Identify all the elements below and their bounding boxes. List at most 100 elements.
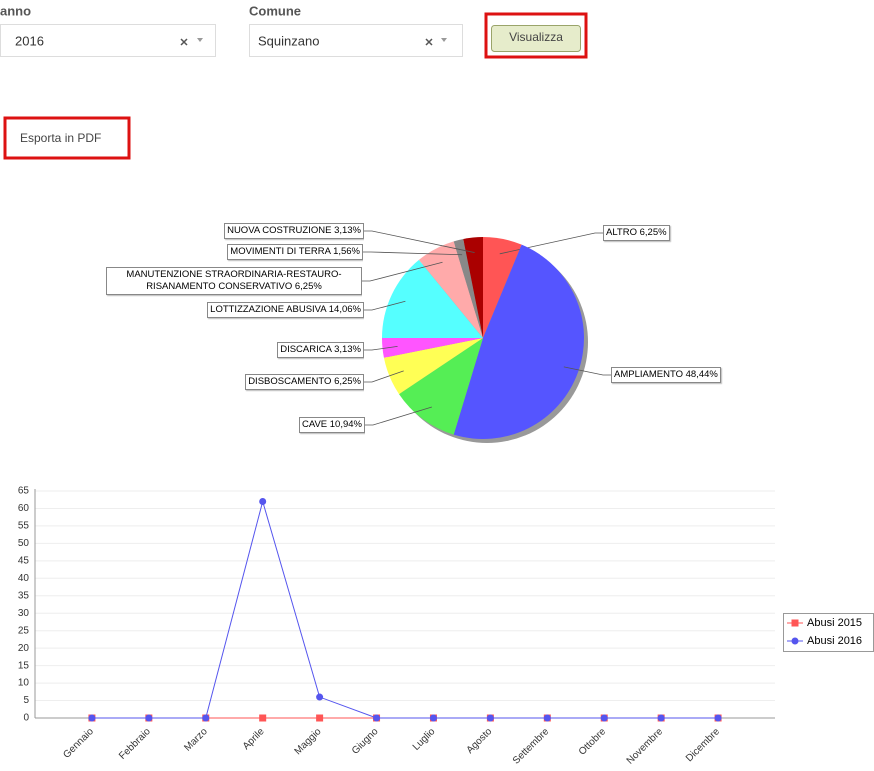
marker bbox=[316, 693, 324, 701]
label-value: 48,44% bbox=[685, 368, 718, 380]
label-box: LOTTIZZAZIONE ABUSIVA 14,06% bbox=[207, 301, 364, 319]
x-tick-label: Ottobre bbox=[577, 726, 609, 758]
button[interactable] bbox=[491, 25, 581, 52]
data-label: MOVIMENTI DI TERRA 1,56% bbox=[227, 243, 363, 261]
connector bbox=[363, 251, 463, 256]
marker bbox=[543, 714, 551, 722]
label-wrap: NUOVA COSTRUZIONE 3,13% bbox=[64, 206, 364, 256]
y-tick-label: 0 bbox=[23, 713, 29, 724]
pie-slice bbox=[382, 259, 483, 338]
connector bbox=[364, 300, 406, 311]
label-value: 6,25% bbox=[294, 281, 322, 292]
label-value: 6,25% bbox=[639, 226, 667, 238]
label-wrap: CAVE 10,94% bbox=[65, 400, 365, 450]
highlight bbox=[484, 12, 588, 59]
pie-slice bbox=[383, 338, 483, 395]
label-box: MOVIMENTI DI TERRA 1,56% bbox=[227, 243, 363, 261]
select[interactable] bbox=[0, 24, 216, 57]
marker bbox=[259, 497, 267, 505]
connector bbox=[499, 232, 603, 255]
button[interactable] bbox=[3, 116, 131, 160]
label-box: DISCARICA 3,13% bbox=[277, 341, 364, 359]
y-tick-label: 50 bbox=[18, 538, 30, 549]
pie-slice bbox=[453, 244, 584, 439]
data-label: ALTRO 6,25% bbox=[603, 208, 874, 258]
label-value: 14,06% bbox=[328, 303, 361, 315]
marker bbox=[429, 714, 437, 722]
x-tick-label: Settembre bbox=[511, 726, 552, 767]
y-tick-label: 65 bbox=[18, 486, 30, 497]
y-tick-label: 35 bbox=[18, 590, 30, 601]
label-category: DISBOSCAMENTO bbox=[248, 375, 332, 387]
label-category: MOVIMENTI DI TERRA bbox=[230, 245, 331, 257]
label-value: 6,25% bbox=[334, 375, 361, 387]
pie-slice bbox=[382, 337, 483, 358]
y-tick-label: 45 bbox=[18, 555, 30, 566]
label-category: NUOVA COSTRUZIONE bbox=[227, 224, 332, 236]
marker bbox=[486, 714, 494, 722]
dropdown-icon[interactable] bbox=[441, 38, 447, 42]
dropdown-icon[interactable] bbox=[197, 38, 203, 42]
label-category: MANUTENZIONE STRAORDINARIA-RESTAURO-RISA… bbox=[126, 268, 342, 292]
label-box: ALTRO 6,25% bbox=[603, 224, 670, 242]
pie-slice bbox=[463, 237, 483, 338]
label-category: ALTRO bbox=[606, 226, 637, 238]
marker bbox=[373, 714, 381, 722]
connector bbox=[364, 230, 475, 253]
connector bbox=[362, 261, 443, 282]
data-label: CAVE 10,94% bbox=[65, 400, 365, 450]
field-label: anno bbox=[0, 3, 31, 18]
label-category: AMPLIAMENTO bbox=[614, 368, 683, 380]
pie-slice bbox=[418, 241, 483, 338]
connector bbox=[364, 370, 404, 383]
y-tick-label: 40 bbox=[18, 573, 30, 584]
label-value: 1,56% bbox=[333, 245, 360, 257]
label-wrap: ALTRO 6,25% bbox=[603, 208, 874, 258]
marker bbox=[259, 714, 267, 722]
clear-icon[interactable] bbox=[425, 38, 433, 46]
label-category: LOTTIZZAZIONE ABUSIVA bbox=[210, 303, 327, 315]
label-value: 3,13% bbox=[334, 343, 361, 355]
label-value: 10,94% bbox=[329, 418, 362, 430]
y-tick-label: 10 bbox=[18, 678, 30, 689]
label-wrap: MANUTENZIONE STRAORDINARIA-RESTAURO-RISA… bbox=[62, 256, 362, 306]
line bbox=[91, 499, 719, 719]
marker bbox=[202, 714, 210, 722]
pie-slice bbox=[453, 238, 483, 338]
marker bbox=[316, 714, 324, 722]
x-tick-label: Gennaio bbox=[61, 726, 96, 761]
connector bbox=[563, 366, 611, 376]
y-tick-label: 25 bbox=[18, 625, 30, 636]
y-tick-label: 30 bbox=[18, 608, 30, 619]
label-category: DISCARICA bbox=[280, 343, 332, 355]
y-tick-label: 5 bbox=[23, 695, 29, 706]
connector bbox=[364, 346, 398, 351]
label-box: CAVE 10,94% bbox=[298, 416, 365, 434]
button-label: Esporta in PDF bbox=[20, 131, 101, 145]
pie-slice bbox=[483, 237, 522, 338]
data-label: DISBOSCAMENTO 6,25% bbox=[64, 357, 364, 407]
label-box: NUOVA COSTRUZIONE 3,13% bbox=[224, 222, 364, 240]
y-tick-label: 60 bbox=[18, 503, 30, 514]
data-label: MANUTENZIONE STRAORDINARIA-RESTAURO-RISA… bbox=[62, 256, 362, 306]
marker bbox=[791, 637, 799, 645]
label-category: CAVE bbox=[301, 418, 328, 430]
marker bbox=[145, 714, 153, 722]
marker bbox=[88, 714, 96, 722]
select-value: Squinzano bbox=[258, 33, 319, 48]
x-tick-label: Luglio bbox=[411, 726, 438, 753]
label-box: DISBOSCAMENTO 6,25% bbox=[245, 373, 364, 391]
x-tick-label: Aprile bbox=[241, 726, 267, 752]
x-tick-label: Febbraio bbox=[117, 726, 153, 762]
data-label: LOTTIZZAZIONE ABUSIVA 14,06% bbox=[64, 285, 364, 335]
label-value: 3,13% bbox=[334, 224, 361, 236]
clear-icon[interactable] bbox=[180, 38, 188, 46]
marker bbox=[657, 714, 665, 722]
x-tick-label: Maggio bbox=[293, 726, 324, 757]
y-tick-label: 15 bbox=[18, 660, 30, 671]
label-wrap: DISBOSCAMENTO 6,25% bbox=[64, 357, 364, 407]
label-wrap: AMPLIAMENTO 48,44% bbox=[611, 350, 874, 400]
button-label: Visualizza bbox=[509, 30, 563, 44]
label-wrap: LOTTIZZAZIONE ABUSIVA 14,06% bbox=[64, 285, 364, 335]
